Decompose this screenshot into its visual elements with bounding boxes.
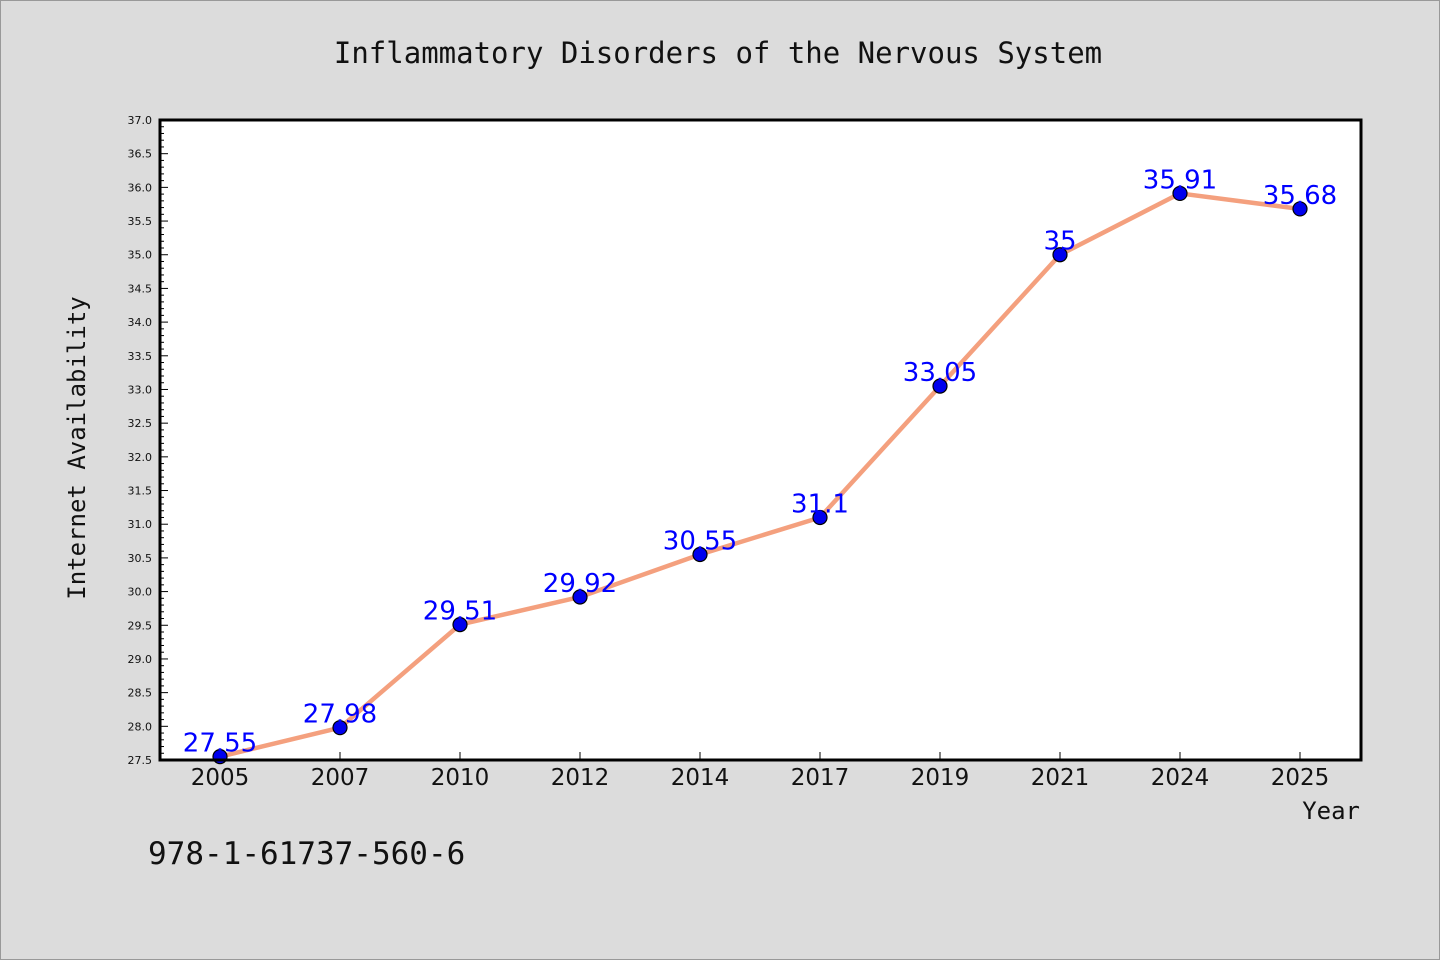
data-point-marker [1052, 247, 1068, 263]
data-point-label: 29.92 [543, 569, 617, 599]
data-point-label: 31.1 [791, 489, 849, 519]
y-tick-label: 30.5 [128, 552, 153, 565]
chart-title: Inflammatory Disorders of the Nervous Sy… [334, 36, 1102, 70]
y-tick-label: 29.0 [128, 653, 153, 666]
y-tick-label: 30.0 [128, 586, 153, 599]
y-tick-label: 35.0 [128, 249, 153, 262]
y-tick-label: 31.0 [128, 518, 153, 531]
y-tick-label: 33.0 [128, 383, 153, 396]
x-tick-label: 2024 [1151, 765, 1210, 791]
y-axis-title: Internet Availability [63, 296, 91, 599]
series-markers [212, 185, 1308, 765]
y-tick-label: 32.0 [128, 451, 153, 464]
plot-frame [158, 118, 1363, 762]
x-tick-label: 2012 [551, 765, 610, 791]
x-tick-label: 2005 [191, 765, 250, 791]
y-tick-label: 27.5 [128, 754, 153, 767]
data-point-label: 35.91 [1143, 165, 1217, 195]
data-point-marker [1292, 201, 1308, 217]
data-point-marker [452, 616, 468, 633]
data-point-label: 29.51 [423, 597, 497, 627]
y-tick-label: 36.5 [128, 148, 153, 161]
y-axis-ticks: 27.5 28.0 28.5 29.0 29.5 30.0 30.5 31.0 31.5 32.0… [128, 114, 168, 767]
data-point-label: 27.98 [303, 700, 377, 730]
plot-area [160, 120, 1361, 760]
data-point-label: 33.05 [903, 358, 977, 388]
x-axis-title: Year [1302, 797, 1360, 825]
y-tick-label: 35.5 [128, 215, 153, 228]
y-tick-label: 34.0 [128, 316, 153, 329]
footer-code: 978-1-61737-560-6 [148, 836, 465, 872]
x-tick-label: 2019 [911, 765, 970, 791]
data-labels: 27.55 27.98 29.51 29.92 30.55 31.1 33.05 35 35.9… [183, 165, 1337, 758]
y-tick-label: 34.5 [128, 282, 153, 295]
y-tick-label: 36.0 [128, 181, 153, 194]
data-point-label: 27.55 [183, 729, 257, 759]
data-point-marker [932, 378, 948, 394]
y-tick-label: 31.5 [128, 485, 153, 498]
x-tick-label: 2014 [671, 765, 730, 791]
x-tick-label: 2025 [1271, 765, 1330, 791]
data-point-marker [1172, 185, 1188, 202]
data-point-label: 30.55 [663, 527, 737, 557]
x-tick-label: 2010 [431, 765, 490, 791]
y-tick-label: 37.0 [128, 114, 153, 127]
data-point-label: 35 [1043, 227, 1076, 257]
x-tick-label: 2007 [311, 765, 370, 791]
series-line [217, 191, 1303, 759]
data-point-label: 35.68 [1263, 181, 1337, 211]
x-tick-label: 2021 [1031, 765, 1090, 791]
y-tick-label: 32.5 [128, 417, 153, 430]
y-tick-label: 28.5 [128, 687, 153, 700]
data-point-marker [572, 589, 588, 605]
data-point-marker [692, 546, 708, 563]
y-tick-label: 33.5 [128, 350, 153, 363]
x-tick-label: 2017 [791, 765, 850, 791]
data-point-marker [812, 509, 828, 526]
y-tick-label: 28.0 [128, 720, 153, 733]
y-tick-label: 29.5 [128, 619, 153, 632]
data-point-marker [332, 720, 348, 736]
